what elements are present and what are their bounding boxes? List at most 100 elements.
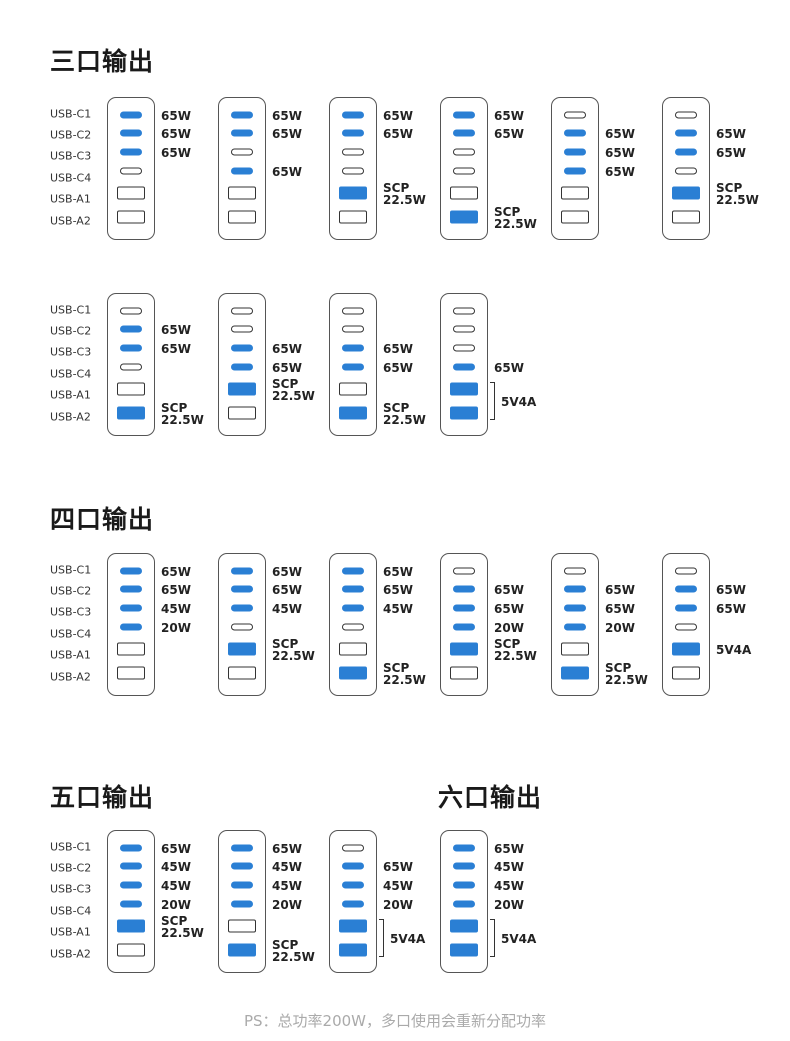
usb-c-port-active <box>231 862 253 870</box>
usb-c-port-active <box>564 585 586 593</box>
power-label-line: 22.5W <box>161 926 204 940</box>
charger-diagram <box>329 293 377 436</box>
footnote: PS：总功率200W，多口使用会重新分配功率 <box>243 1012 547 1030</box>
usb-c-port-active <box>675 604 697 612</box>
power-label: 45W <box>494 880 524 892</box>
power-label: 65W <box>716 128 746 140</box>
usb-a-port-active <box>117 406 145 420</box>
power-label-line: 65W <box>272 165 302 179</box>
power-label: 45W <box>161 603 191 615</box>
power-label-line: 65W <box>716 127 746 141</box>
charger-diagram <box>218 830 266 973</box>
power-label-line: 45W <box>272 860 302 874</box>
port-name-label: USB-A1 <box>50 925 91 939</box>
power-label-line: 65W <box>494 127 524 141</box>
usb-a-port-active <box>450 943 478 957</box>
power-label: 65W <box>161 566 191 578</box>
power-label-line: 65W <box>272 127 302 141</box>
power-label-line: 65W <box>383 583 413 597</box>
power-label-line: 65W <box>272 583 302 597</box>
usb-c-port-idle <box>342 307 364 315</box>
power-label-line: 45W <box>494 860 524 874</box>
port-name-label: USB-A2 <box>50 410 91 424</box>
power-label-line: 45W <box>161 860 191 874</box>
usb-c-port-active <box>120 881 142 889</box>
power-label: 65W <box>716 584 746 596</box>
usb-c-port-active <box>342 111 364 119</box>
usb-a-port-idle <box>450 186 478 200</box>
power-label-line: 22.5W <box>716 193 759 207</box>
usb-a-port-active <box>672 642 700 656</box>
port-name-label: USB-C3 <box>50 605 92 619</box>
usb-a-port-active <box>339 666 367 680</box>
port-name-label: USB-A2 <box>50 947 91 961</box>
power-label-line: SCP <box>161 914 188 928</box>
usb-c-port-idle <box>453 307 475 315</box>
power-label: SCP 22.5W <box>272 638 315 662</box>
usb-a-port-idle <box>672 210 700 224</box>
power-label: 20W <box>161 899 191 911</box>
power-label-line: 22.5W <box>383 413 426 427</box>
power-label: 65W <box>383 584 413 596</box>
usb-c-port-active <box>342 129 364 137</box>
power-label: 20W <box>161 622 191 634</box>
usb-a-port-active <box>339 919 367 933</box>
usb-c-port-active <box>675 129 697 137</box>
power-label-line: 65W <box>383 127 413 141</box>
power-label: 20W <box>272 899 302 911</box>
power-label: 20W <box>383 899 413 911</box>
power-label-line: 20W <box>161 898 191 912</box>
usb-c-port-active <box>120 623 142 631</box>
power-label: 45W <box>272 880 302 892</box>
power-label: 65W <box>383 566 413 578</box>
power-label: 65W <box>605 128 635 140</box>
usb-c-port-active <box>453 129 475 137</box>
usb-c-port-active <box>453 900 475 908</box>
usb-a-port-active <box>339 186 367 200</box>
port-name-label: USB-C2 <box>50 861 92 875</box>
power-label-line: 65W <box>272 342 302 356</box>
power-label-line: 20W <box>272 898 302 912</box>
power-label-line: 65W <box>605 146 635 160</box>
power-label-line: 65W <box>494 361 524 375</box>
power-label: 65W <box>161 324 191 336</box>
power-label-line: 22.5W <box>383 193 426 207</box>
power-label-line: SCP <box>383 181 410 195</box>
charger-diagram <box>551 97 599 240</box>
charger-diagram <box>218 293 266 436</box>
power-label-line: 20W <box>161 621 191 635</box>
power-label-line: SCP <box>494 637 521 651</box>
power-label-line: 22.5W <box>494 217 537 231</box>
port-name-label: USB-C4 <box>50 171 92 185</box>
power-label-line: 65W <box>605 165 635 179</box>
charger-diagram <box>107 830 155 973</box>
power-label-line: 65W <box>494 842 524 856</box>
power-label: 65W <box>494 362 524 374</box>
power-label: 65W <box>161 110 191 122</box>
usb-c-port-idle <box>231 325 253 333</box>
charger-diagram <box>107 293 155 436</box>
usb-a-port-idle <box>561 210 589 224</box>
usb-c-port-active <box>675 585 697 593</box>
usb-a-port-active <box>672 186 700 200</box>
usb-a-port-active <box>228 382 256 396</box>
power-label-line: 65W <box>716 583 746 597</box>
port-name-label: USB-C1 <box>50 107 92 121</box>
power-label-line: SCP <box>605 661 632 675</box>
power-label: 65W <box>605 603 635 615</box>
power-label: 65W <box>494 128 524 140</box>
power-label-line: 45W <box>383 602 413 616</box>
bracket <box>490 919 495 957</box>
usb-c-port-active <box>564 167 586 175</box>
power-label-line: SCP <box>383 401 410 415</box>
power-label: 65W <box>494 603 524 615</box>
usb-c-port-idle <box>342 623 364 631</box>
port-name-label: USB-C3 <box>50 882 92 896</box>
power-label-line: 45W <box>383 879 413 893</box>
usb-c-port-idle <box>120 307 142 315</box>
usb-a-port-idle <box>228 210 256 224</box>
usb-a-port-active <box>450 642 478 656</box>
power-label: SCP 22.5W <box>494 206 537 230</box>
usb-c-port-active <box>453 844 475 852</box>
power-label-line: 65W <box>494 109 524 123</box>
